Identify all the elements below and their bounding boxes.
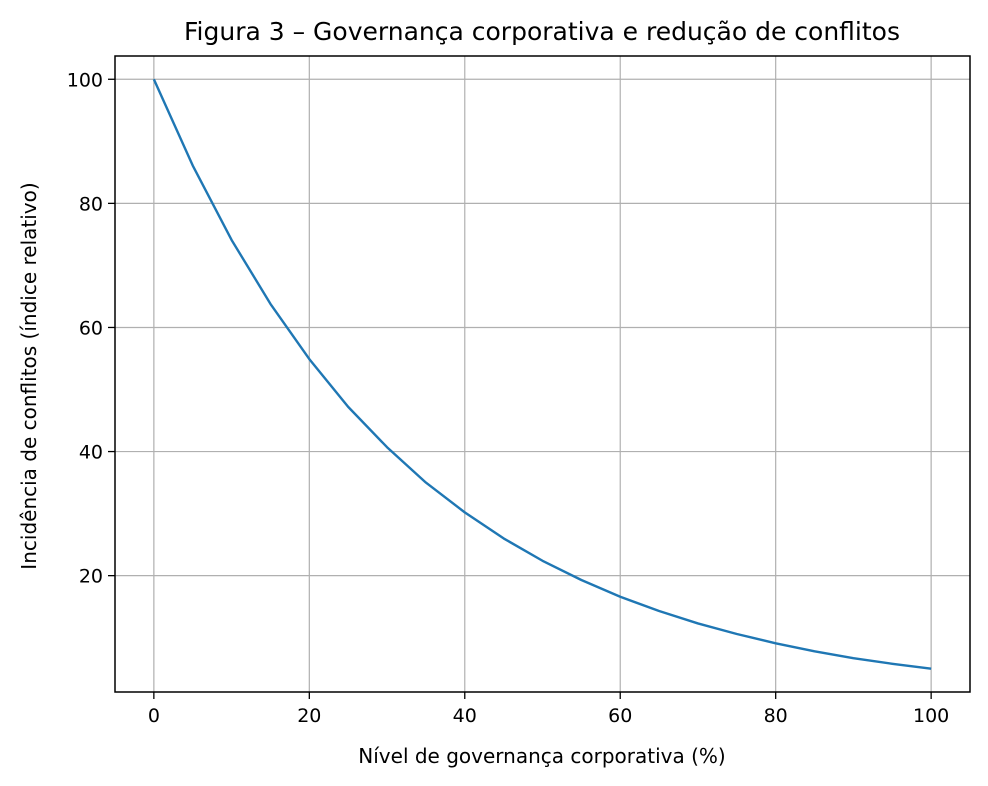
x-tick-label: 80 bbox=[764, 705, 788, 727]
series-line bbox=[152, 78, 932, 670]
grid bbox=[115, 56, 970, 692]
ticks: 0 20 40 60 80 100 20 40 60 80 100 bbox=[67, 69, 950, 727]
x-tick-label: 40 bbox=[453, 705, 477, 727]
x-tick-label: 20 bbox=[297, 705, 321, 727]
series-layer bbox=[152, 78, 932, 670]
y-tick-label: 60 bbox=[79, 317, 103, 339]
chart-title: Figura 3 – Governança corporativa e redu… bbox=[184, 17, 900, 46]
y-tick-label: 80 bbox=[79, 193, 103, 215]
y-tick-label: 20 bbox=[79, 566, 103, 588]
x-tick-label: 60 bbox=[608, 705, 632, 727]
x-tick-label: 100 bbox=[913, 705, 949, 727]
y-tick-label: 100 bbox=[67, 69, 103, 91]
y-axis-label: Incidência de conflitos (índice relativo… bbox=[17, 182, 41, 569]
y-tick-label: 40 bbox=[79, 442, 103, 464]
plot-area-frame bbox=[114, 55, 971, 693]
x-axis-label: Nível de governança corporativa (%) bbox=[358, 744, 725, 768]
x-tick-label: 0 bbox=[148, 705, 160, 727]
